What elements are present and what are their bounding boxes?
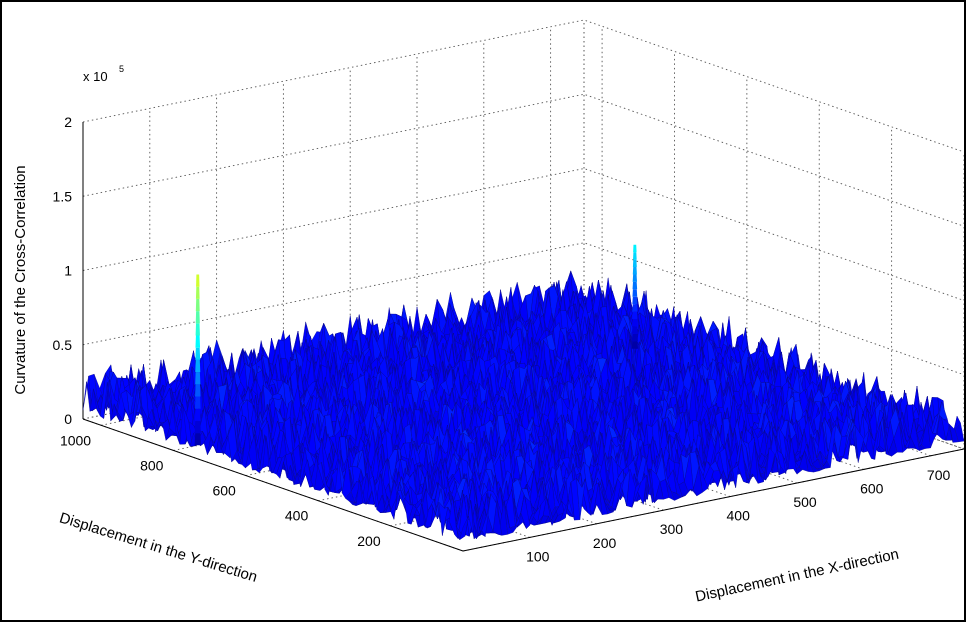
z-gridline	[83, 94, 964, 226]
z-gridline	[83, 169, 964, 301]
z-gridline	[83, 20, 964, 152]
surface-mesh	[83, 271, 964, 540]
